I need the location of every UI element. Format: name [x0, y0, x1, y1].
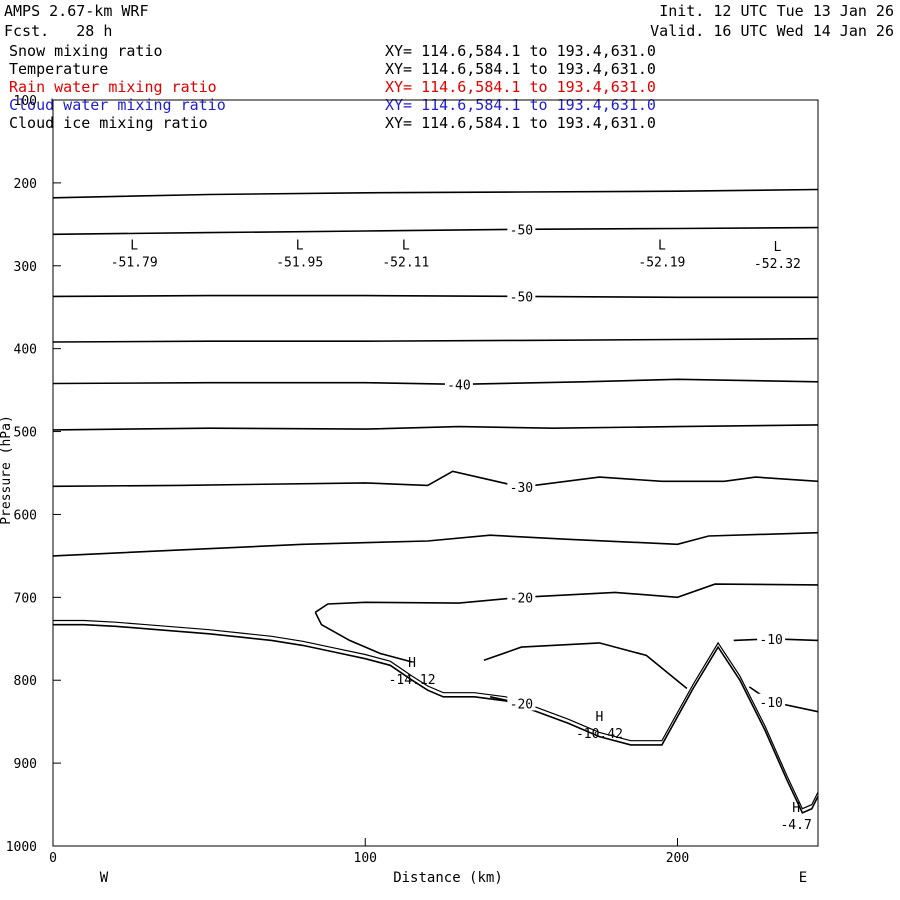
extremum-marker: L	[773, 240, 781, 255]
y-tick-label: 400	[14, 343, 37, 358]
contour-label: -50	[510, 223, 533, 238]
contour-label: -10	[759, 633, 782, 648]
extremum-value: -10.42	[576, 727, 623, 742]
contour-label: -30	[510, 481, 533, 496]
contour-label: -50	[510, 290, 533, 305]
terrain-layer	[53, 619, 819, 814]
valid-time: Valid. 16 UTC Wed 14 Jan 26	[650, 22, 894, 40]
field-xy-temperature: XY= 114.6,584.1 to 193.4,631.0	[385, 60, 656, 78]
contour-line	[52, 378, 819, 386]
contour-label-bg	[507, 695, 536, 711]
extremum-marker: H	[408, 656, 416, 671]
y-tick-label: 200	[14, 177, 37, 192]
extremum-value: -51.95	[276, 255, 323, 270]
field-name-cloud-water: Cloud water mixing ratio	[9, 96, 226, 114]
x-axis-title: Distance (km)	[393, 870, 503, 886]
extremum-marker: L	[658, 238, 666, 253]
x-tick-label: 200	[666, 851, 689, 866]
y-tick-label: 500	[14, 426, 37, 441]
y-axis-title: Pressure (hPa)	[0, 415, 14, 525]
contour-line	[314, 611, 413, 663]
extremum-marker: H	[792, 801, 800, 816]
contour-line	[314, 583, 819, 613]
extremum-marker: H	[596, 710, 604, 725]
east-label: E	[799, 870, 807, 886]
y-tick-label: 600	[14, 508, 37, 523]
contour-label-bg	[507, 479, 536, 495]
field-xy-cloud-ice: XY= 114.6,584.1 to 193.4,631.0	[385, 114, 656, 132]
extremum-marker: L	[402, 238, 410, 253]
extremum-value: -4.7	[780, 818, 811, 833]
field-name-temperature: Temperature	[9, 60, 109, 78]
contour-label: -20	[510, 697, 533, 712]
terrain-line	[53, 623, 819, 814]
field-xy-snow: XY= 114.6,584.1 to 193.4,631.0	[385, 42, 656, 60]
contour-line	[52, 531, 819, 557]
forecast-hour: Fcst. 28 h	[4, 22, 113, 40]
contour-line	[52, 470, 819, 488]
extremum-value: -14.12	[389, 673, 436, 688]
contour-label-bg	[444, 376, 473, 392]
contour-label-bg	[757, 630, 786, 646]
field-xy-cloud-water: XY= 114.6,584.1 to 193.4,631.0	[385, 96, 656, 114]
field-xy-rain: XY= 114.6,584.1 to 193.4,631.0	[385, 78, 656, 96]
west-label: W	[100, 870, 109, 886]
extremum-value: -51.79	[111, 255, 158, 270]
y-tick-label: 800	[14, 674, 37, 689]
y-tick-label: 900	[14, 757, 37, 772]
plot-frame	[52, 99, 819, 847]
terrain-line-upper	[53, 619, 819, 810]
init-time: Init. 12 UTC Tue 13 Jan 26	[659, 2, 894, 20]
contour-label-bg	[507, 288, 536, 304]
y-tick-label: 1000	[6, 840, 37, 855]
y-tick-label: 700	[14, 591, 37, 606]
contour-line	[52, 188, 819, 199]
field-name-cloud-ice: Cloud ice mixing ratio	[9, 114, 208, 132]
contour-label-bg	[507, 221, 536, 237]
x-axis: 0 100 200	[49, 838, 689, 866]
x-tick-label: 0	[49, 851, 57, 866]
extremum-value: -52.19	[638, 255, 685, 270]
contour-line	[483, 642, 688, 690]
contour-label-bg	[757, 693, 786, 709]
x-tick-label: 100	[354, 851, 377, 866]
y-axis: 100 200 300 400 500 600 700 800 900 1000	[6, 94, 61, 855]
contour-line	[52, 337, 819, 343]
y-tick-label: 100	[14, 94, 37, 109]
extremum-value: -52.11	[382, 255, 429, 270]
field-name-rain: Rain water mixing ratio	[9, 78, 217, 96]
contour-label-bg	[507, 589, 536, 605]
contour-label: -40	[447, 378, 470, 393]
temperature-contours: -50 -50 -40 -30 -20 -20 -10 -10	[52, 188, 819, 713]
field-name-snow: Snow mixing ratio	[9, 42, 163, 60]
contour-line	[52, 424, 819, 431]
contour-label: -10	[759, 696, 782, 711]
model-title: AMPS 2.67-km WRF	[4, 2, 149, 20]
extremum-value: -52.32	[754, 257, 801, 272]
y-tick-label: 300	[14, 260, 37, 275]
contour-label: -20	[510, 591, 533, 606]
extremum-marker: L	[296, 238, 304, 253]
extrema-labels: L -51.79 L -51.95 L -52.11 L -52.19 L -52.32 H -14.…	[111, 238, 812, 833]
extremum-marker: L	[130, 238, 138, 253]
contour-line	[52, 226, 819, 236]
contour-line	[52, 294, 818, 299]
